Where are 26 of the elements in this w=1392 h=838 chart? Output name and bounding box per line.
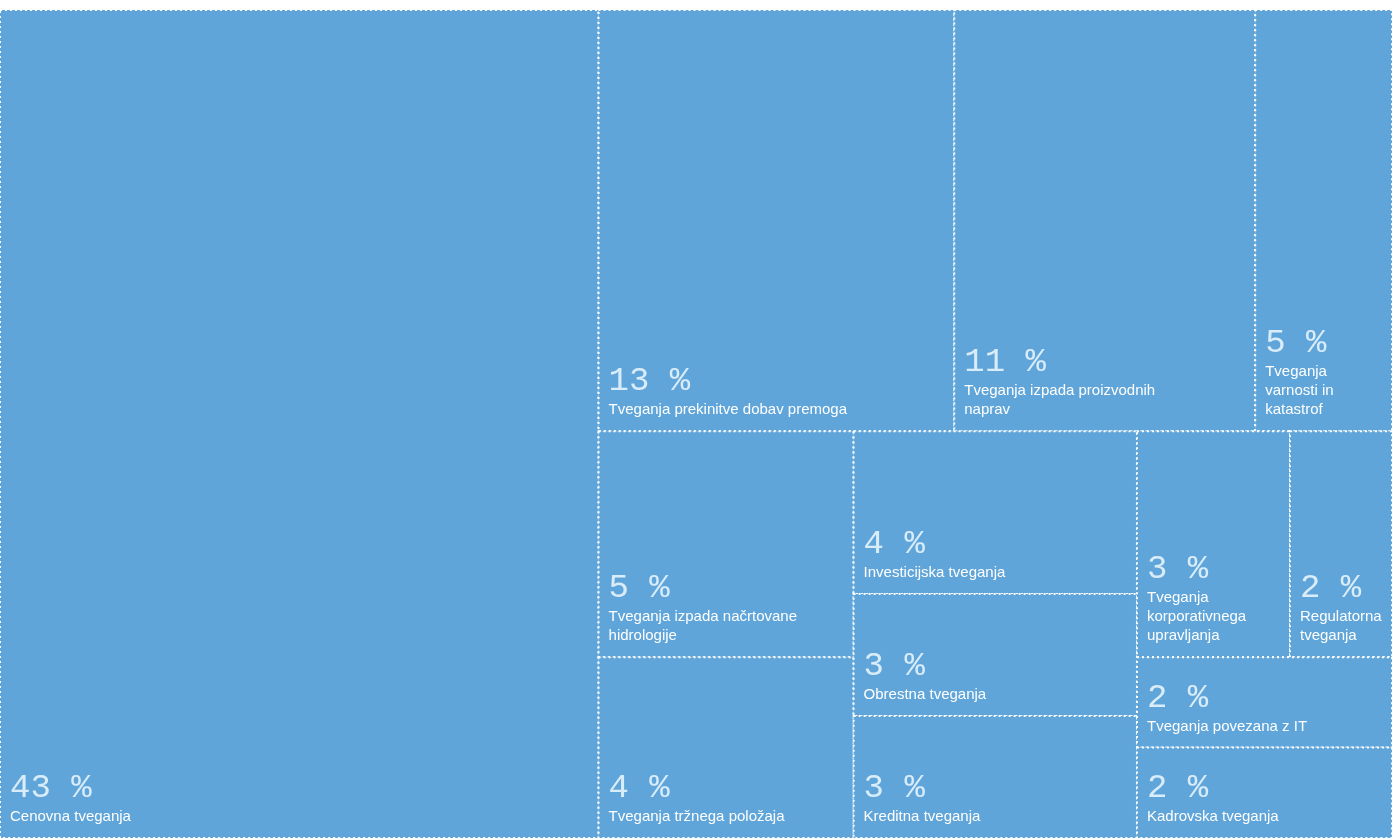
category-label: Kadrovska tveganja	[1146, 807, 1280, 824]
category-label: Regulatorna tveganja	[1299, 607, 1383, 644]
data-label: 2 %	[1146, 678, 1209, 717]
category-label: Kreditna tveganja	[863, 807, 981, 824]
category-label: Obrestna tveganja	[863, 684, 987, 702]
data-label: 3 %	[863, 769, 926, 807]
data-label: 5 %	[1265, 324, 1328, 363]
data-label: 3 %	[863, 646, 926, 685]
category-label: Tveganja korporativnega upravljanja	[1146, 588, 1247, 644]
category-label: Tveganja prekinitve dobav premoga	[608, 400, 848, 418]
category-label: Tveganja tržnega položaja	[608, 807, 786, 824]
data-label: 43 %	[10, 769, 93, 807]
category-label: Investicijska tveganja	[863, 562, 1006, 580]
category-label: Tveganja varnosti in katastrof	[1265, 362, 1334, 418]
data-label: 11 %	[964, 343, 1047, 382]
category-label: Tveganja izpada načrtovane hidrologije	[608, 607, 798, 644]
category-label: Cenovna tveganja	[10, 807, 132, 824]
data-label: 2 %	[1146, 769, 1209, 807]
category-label: Tveganja izpada proizvodnih naprav	[964, 381, 1156, 418]
data-label: 4 %	[863, 524, 926, 563]
data-label: 2 %	[1299, 569, 1362, 608]
data-label: 13 %	[608, 362, 691, 401]
category-label: Tveganja povezana z IT	[1146, 716, 1308, 734]
data-label: 4 %	[608, 769, 671, 807]
data-label: 5 %	[608, 569, 671, 608]
data-label: 3 %	[1146, 550, 1209, 589]
